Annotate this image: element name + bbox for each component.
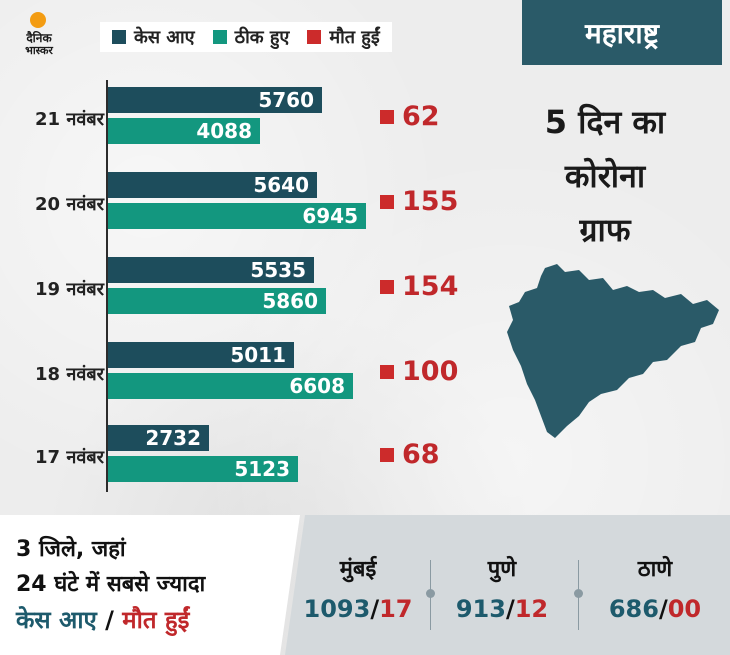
date-label: 19 नवंबर xyxy=(35,279,104,300)
deaths-marker: 62 xyxy=(380,101,440,132)
deaths-square xyxy=(380,447,394,462)
bar-value-label: 5123 xyxy=(234,457,290,481)
deaths-marker: 100 xyxy=(380,356,458,387)
city-deaths: 12 xyxy=(514,595,549,623)
deaths-value-label: 155 xyxy=(402,186,459,217)
logo-text-line1: दैनिक xyxy=(26,31,52,45)
city-name: पुणे xyxy=(487,557,517,582)
summary-cities-panel xyxy=(285,515,730,655)
summary-cases-label: केस आए xyxy=(16,606,97,634)
bar-recovered: 5123 xyxy=(108,456,298,482)
summary-caption-panel xyxy=(0,515,300,655)
bar-cases: 5011 xyxy=(108,342,294,368)
bar-value-label: 5535 xyxy=(250,258,306,282)
deaths-square xyxy=(380,279,394,294)
legend-swatch-cases xyxy=(112,30,126,44)
logo-text-line2: भास्कर xyxy=(25,44,53,57)
city-mumbai: मुंबई 1093/17 xyxy=(293,553,423,623)
date-label: 20 नवंबर xyxy=(35,194,104,215)
bar-value-label: 6608 xyxy=(289,374,345,398)
legend-label-recovered: ठीक हुए xyxy=(234,27,290,48)
deaths-marker: 154 xyxy=(380,271,458,302)
legend-label-cases: केस आए xyxy=(134,27,195,48)
city-cases: 686 xyxy=(608,595,659,623)
bar-value-label: 5760 xyxy=(258,88,314,112)
deaths-square xyxy=(380,194,394,209)
deaths-value-label: 68 xyxy=(402,439,440,470)
chart-title: 5 दिन का कोरोना ग्राफ xyxy=(515,95,695,257)
city-name: मुंबई xyxy=(339,557,377,582)
dainik-bhaskar-logo: दैनिक भास्कर xyxy=(10,12,64,62)
deaths-marker: 155 xyxy=(380,186,458,217)
separator-dot xyxy=(426,589,435,598)
chart-axis-line xyxy=(106,80,108,492)
summary-deaths-label: मौत हुईं xyxy=(122,606,190,634)
legend-label-deaths: मौत हुईं xyxy=(329,27,380,48)
legend-swatch-recovered xyxy=(212,30,227,44)
city-values: 686/00 xyxy=(608,595,702,623)
legend-item-recovered: ठीक हुए xyxy=(212,25,290,49)
bar-cases: 5640 xyxy=(108,172,317,198)
chart-title-line2: कोरोना xyxy=(564,157,646,195)
summary-caption-line1: 3 जिले, जहां xyxy=(16,537,126,562)
bar-recovered: 6945 xyxy=(108,203,366,229)
chart-title-line1: 5 दिन का xyxy=(544,103,666,141)
summary-slash: / xyxy=(96,606,123,634)
city-values: 1093/17 xyxy=(303,595,413,623)
city-cases: 1093 xyxy=(303,595,371,623)
city-name: ठाणे xyxy=(637,557,673,582)
legend-item-cases: केस आए xyxy=(112,25,195,49)
state-title: महाराष्ट्र xyxy=(522,0,722,65)
date-label: 18 नवंबर xyxy=(35,364,104,385)
city-separator xyxy=(426,560,435,630)
city-deaths: 00 xyxy=(667,595,702,623)
bar-recovered: 4088 xyxy=(108,118,260,144)
deaths-value-label: 100 xyxy=(402,356,459,387)
deaths-square xyxy=(380,109,394,124)
deaths-square xyxy=(380,364,394,379)
legend-swatch-deaths xyxy=(307,30,322,44)
legend-item-deaths: मौत हुईं xyxy=(307,25,380,49)
bar-value-label: 4088 xyxy=(196,119,252,143)
bar-value-label: 5860 xyxy=(262,289,318,313)
bar-recovered: 5860 xyxy=(108,288,326,314)
bar-value-label: 6945 xyxy=(302,204,358,228)
bar-cases: 5760 xyxy=(108,87,322,113)
bar-cases: 5535 xyxy=(108,257,314,283)
chart-title-line3: ग्राफ xyxy=(579,211,631,249)
chart-legend: केस आए ठीक हुए मौत हुईं xyxy=(100,22,392,52)
city-separator xyxy=(574,560,583,630)
city-values: 913/12 xyxy=(455,595,549,623)
city-deaths: 17 xyxy=(379,595,413,623)
deaths-marker: 68 xyxy=(380,439,440,470)
city-cases: 913 xyxy=(455,595,506,623)
date-label: 17 नवंबर xyxy=(35,447,104,468)
deaths-value-label: 62 xyxy=(402,101,440,132)
city-thane: ठाणे 686/00 xyxy=(590,553,720,623)
bar-value-label: 5011 xyxy=(230,343,286,367)
separator-dot xyxy=(574,589,583,598)
bar-value-label: 5640 xyxy=(253,173,309,197)
bar-recovered: 6608 xyxy=(108,373,353,399)
deaths-value-label: 154 xyxy=(402,271,459,302)
summary-caption-line3: केस आए / मौत हुईं xyxy=(16,603,189,636)
date-label: 21 नवंबर xyxy=(35,109,104,130)
maharashtra-map-icon xyxy=(507,264,719,438)
bar-cases: 2732 xyxy=(108,425,209,451)
bar-value-label: 2732 xyxy=(145,426,201,450)
summary-caption-line2: 24 घंटे में सबसे ज्यादा xyxy=(16,572,206,597)
district-summary: 3 जिले, जहां 24 घंटे में सबसे ज्यादा केस… xyxy=(0,515,730,655)
city-pune: पुणे 913/12 xyxy=(437,553,567,623)
sun-icon xyxy=(30,12,46,28)
